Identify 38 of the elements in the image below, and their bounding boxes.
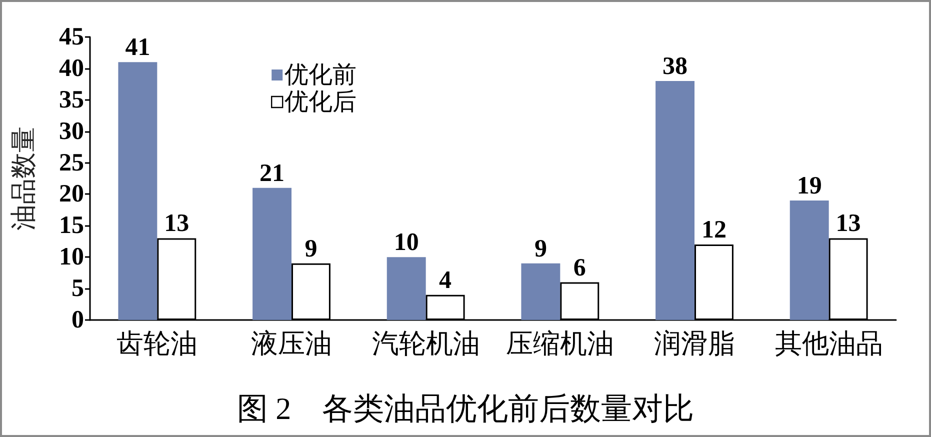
x-tick-label: 汽轮机油 xyxy=(372,328,480,358)
data-label: 10 xyxy=(394,229,419,256)
text: 图 2 各类油品优化前后数量对比 xyxy=(236,391,694,426)
x-tick-label: 其他油品 xyxy=(774,328,883,358)
data-label: 9 xyxy=(534,235,547,262)
legend-label: 优化前 xyxy=(284,62,357,88)
data-label: 13 xyxy=(836,210,861,238)
data-label: 9 xyxy=(304,235,318,262)
data-label: 4 xyxy=(439,266,452,294)
data-label: 12 xyxy=(701,216,726,244)
data-label: 41 xyxy=(125,34,150,62)
bar xyxy=(521,263,560,320)
data-label: 19 xyxy=(796,172,822,200)
data-label: 21 xyxy=(260,160,285,187)
y-tick-label: 40 xyxy=(59,54,84,82)
y-tick-label: 20 xyxy=(59,180,84,208)
y-tick-label: 5 xyxy=(72,275,84,302)
x-tick-label: 润滑脂 xyxy=(654,328,735,358)
y-tick-label: 45 xyxy=(59,24,84,50)
bar xyxy=(790,200,829,320)
bar xyxy=(252,188,292,320)
x-tick-label: 压缩机油 xyxy=(506,328,614,358)
y-tick-label: 15 xyxy=(59,212,84,240)
y-tick-label: 30 xyxy=(59,118,84,145)
data-label: 6 xyxy=(573,254,586,282)
y-tick-label: 35 xyxy=(59,86,84,114)
x-tick-label: 齿轮油 xyxy=(116,328,198,358)
y-tick-label: 10 xyxy=(59,244,84,271)
bar xyxy=(656,81,694,320)
legend-label: 优化后 xyxy=(284,88,357,116)
y-tick-label: 25 xyxy=(59,149,84,176)
x-tick-label: 液压油 xyxy=(251,328,332,358)
y-axis-title: 油品数量 xyxy=(8,126,38,230)
y-tick-label: 0 xyxy=(72,306,84,334)
data-label: 13 xyxy=(164,210,190,238)
bar xyxy=(118,62,158,320)
data-label: 38 xyxy=(662,53,688,80)
bar xyxy=(386,257,426,320)
